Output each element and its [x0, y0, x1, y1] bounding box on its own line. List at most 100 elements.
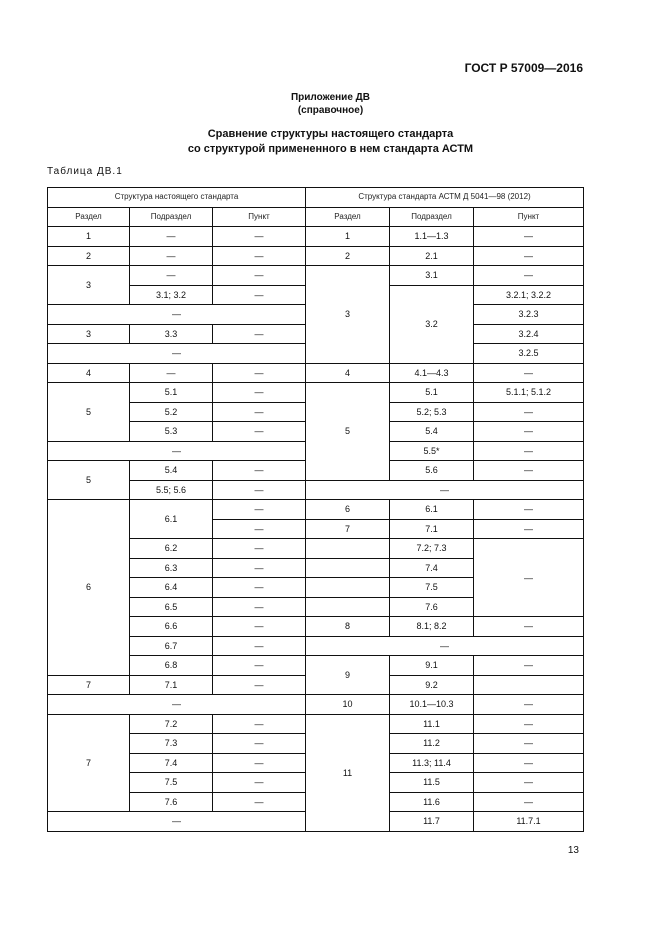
- table-row: 5.3—5.4—: [48, 421, 585, 442]
- table-cell: 7.3: [129, 733, 213, 754]
- table-cell: 1.1—1.3: [389, 226, 475, 247]
- table-cell: —: [211, 265, 307, 286]
- table-cell: 9: [305, 655, 391, 695]
- table-cell: —: [473, 772, 585, 793]
- table-header: Структура настоящего стандарта Структура…: [46, 187, 585, 227]
- table-cell: —: [46, 304, 307, 325]
- table-cell: 6.2: [129, 538, 213, 559]
- table-cell: 11: [305, 713, 391, 832]
- table-cell: 5.6: [389, 460, 475, 481]
- table-cell: 11.6: [389, 791, 475, 812]
- table-cell: 6.6: [129, 616, 213, 637]
- title-line-2: со структурой примененного в нем стандар…: [187, 143, 474, 155]
- table-row: 1— —1 1.1—1.3—: [47, 226, 585, 247]
- column-header: Раздел: [305, 206, 391, 227]
- table-cell: —: [473, 226, 585, 247]
- table-cell: 5.1: [129, 382, 213, 403]
- comparison-table: Структура настоящего стандарта Структура…: [46, 187, 585, 832]
- table-cell: 1: [305, 226, 391, 247]
- table-cell: —: [473, 694, 585, 715]
- table-cell: —: [211, 538, 307, 559]
- table-cell: 3.2.3: [473, 304, 585, 325]
- table-cell: 5: [305, 382, 391, 481]
- table-cell: [305, 538, 391, 559]
- table-cell: —: [473, 245, 585, 266]
- table-cell: 7.5: [129, 772, 213, 793]
- table-cell: —: [129, 362, 213, 383]
- table-cell: 5.5; 5.6: [129, 479, 213, 500]
- table-cell: 7.6: [389, 596, 475, 617]
- table-row: —5.5* —: [46, 440, 585, 461]
- table-cell: —: [46, 811, 307, 832]
- table-cell: 3.1: [389, 265, 475, 286]
- table-cell: 2: [47, 245, 130, 266]
- table-cell: —: [211, 713, 307, 734]
- table-cell: —: [211, 616, 307, 637]
- table-cell: —: [129, 265, 213, 286]
- table-cell: —: [46, 694, 307, 715]
- table-row: 5.2—5.2; 5.3—: [48, 401, 585, 422]
- group-header-astm: Структура стандарта АСТМ Д 5041—98 (2012…: [305, 187, 585, 208]
- table-row: — 3.2.3: [46, 304, 585, 325]
- page-number: 13: [567, 845, 579, 856]
- table-cell: [305, 557, 391, 578]
- table-cell: —: [211, 772, 307, 793]
- table-row: 5.5; 5.6— —: [48, 479, 585, 500]
- table-cell: —: [211, 752, 307, 773]
- table-cell: 6.8: [129, 655, 213, 676]
- table-cell: —: [473, 421, 585, 442]
- table-cell: —: [211, 323, 307, 344]
- table-cell: 11.7: [389, 811, 475, 832]
- table-cell: 1: [47, 226, 130, 247]
- table-cell: [305, 577, 391, 598]
- table-cell: 9.1: [389, 655, 475, 676]
- table-cell: —: [129, 245, 213, 266]
- table-cell: —: [211, 577, 307, 598]
- table-cell: 7: [47, 713, 130, 812]
- table-cell: 6.1: [389, 499, 475, 520]
- table-cell: 10.1—10.3: [389, 694, 475, 715]
- table-cell: —: [211, 382, 307, 403]
- table-row: 6.5— 7.6: [48, 596, 584, 617]
- table-row: —7 7.1—: [48, 518, 585, 539]
- table-cell: 7.6: [129, 791, 213, 812]
- table-row: 6.4— 7.5: [48, 577, 584, 598]
- table-cell: —: [211, 362, 307, 383]
- table-cell: —: [211, 596, 307, 617]
- table-cell: 9.2: [389, 674, 475, 695]
- table-cell: —: [129, 226, 213, 247]
- standard-designation: ГОСТ Р 57009—2016: [464, 61, 583, 75]
- table-cell: 7.4: [129, 752, 213, 773]
- table-row: 7 7.2—11 11.1—: [47, 713, 585, 832]
- table-cell: [305, 596, 391, 617]
- table-label: Таблица ДВ.1: [47, 166, 123, 177]
- table-cell: —: [305, 635, 585, 656]
- table-row: 7 7.1— 9.2: [47, 674, 585, 695]
- table-cell: 6.7: [129, 635, 213, 656]
- table-cell: 11.7.1: [473, 811, 585, 832]
- table-cell: 7.5: [389, 577, 475, 598]
- table-cell: —: [305, 479, 585, 500]
- table-cell: 7.1: [389, 518, 475, 539]
- column-header: Раздел: [47, 206, 130, 227]
- table-cell: 5.4: [389, 421, 475, 442]
- table-cell: 11.1: [389, 713, 475, 734]
- table-row: 3— —3 3.1—: [47, 265, 585, 364]
- table-row: 7.5—11.5—: [48, 772, 585, 793]
- table-cell: —: [211, 245, 307, 266]
- table-cell: 7.1: [129, 674, 213, 695]
- appendix-heading: Приложение ДВ (справочное): [0, 91, 661, 117]
- table-cell: —: [211, 401, 307, 422]
- table-cell: —: [211, 421, 307, 442]
- table-body: 1— —1 1.1—1.3—2— —2 2.1—3— —3 3.1—3.1; 3.2—3.2…: [46, 226, 585, 832]
- table-cell: —: [473, 440, 585, 461]
- table-cell: 10: [305, 694, 391, 715]
- table-cell: 7: [47, 674, 130, 695]
- table-row: — 11.7 11.7.1: [46, 811, 585, 832]
- table-cell: —: [473, 265, 585, 286]
- table-cell: 5: [47, 382, 130, 442]
- table-cell: 7.2; 7.3: [389, 538, 475, 559]
- table-cell: 3.3: [129, 323, 213, 344]
- table-cell: —: [473, 538, 585, 617]
- table-cell: 8: [305, 616, 391, 637]
